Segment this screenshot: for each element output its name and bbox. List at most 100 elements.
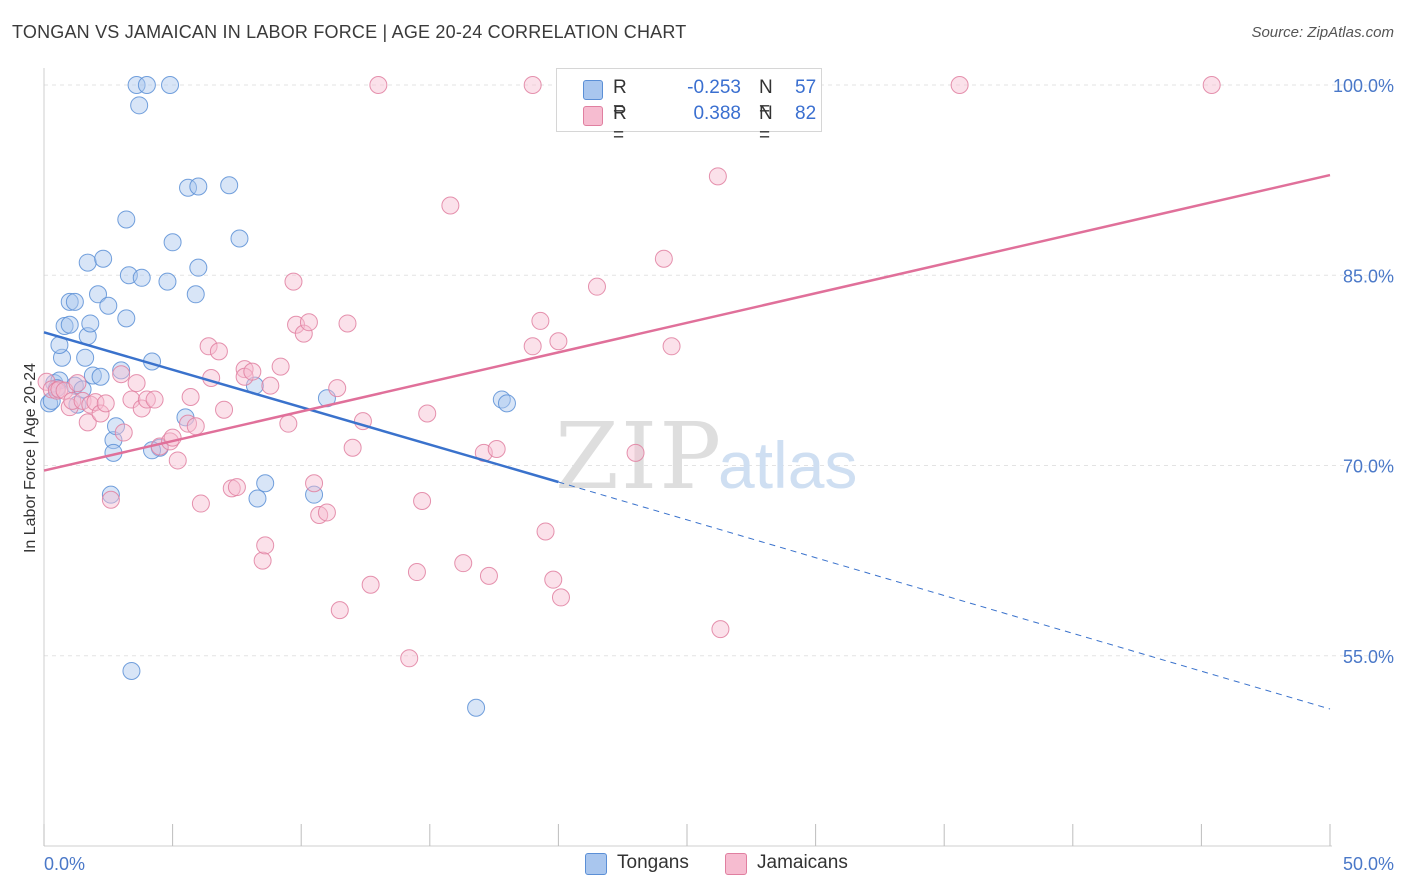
jamaicans-legend-label: Jamaicans (757, 852, 848, 873)
tongan-point (130, 96, 149, 115)
jamaican-point (1202, 76, 1221, 95)
tongan-point (256, 474, 275, 493)
tongan-point (104, 431, 123, 450)
jamaican-point (63, 391, 82, 410)
jamaican-point (523, 76, 542, 95)
legend-item-jamaicans[interactable]: Jamaicans (725, 852, 865, 876)
n-value-jamaicans: 82 (795, 103, 817, 124)
jamaicans-legend-swatch (725, 853, 747, 875)
jamaican-point (531, 311, 550, 330)
y-axis-label: In Labor Force | Age 20-24 (22, 363, 39, 553)
r-value-tongans: -0.253 (687, 77, 741, 98)
tongan-point (189, 258, 208, 277)
jamaican-point (587, 277, 606, 296)
jamaican-point (181, 388, 200, 407)
tongan-point (101, 485, 120, 504)
tongan-point (467, 698, 486, 717)
tongan-point (127, 76, 146, 95)
jamaican-point (654, 249, 673, 268)
tongan-point (122, 661, 141, 680)
tongan-point (230, 229, 249, 248)
chart-source: Source: ZipAtlas.com (1251, 24, 1394, 41)
tongan-point (83, 366, 102, 385)
jamaican-point (279, 414, 298, 433)
tongan-point (94, 249, 113, 268)
jamaican-point (227, 478, 246, 497)
jamaican-point (338, 314, 357, 333)
jamaican-point (407, 563, 426, 582)
jamaican-point (369, 76, 388, 95)
tongan-point (137, 76, 156, 95)
jamaican-point (168, 451, 187, 470)
jamaican-point (418, 404, 437, 423)
axes (43, 68, 1332, 847)
jamaican-point (209, 342, 228, 361)
tongan-point (99, 296, 118, 315)
correlation-legend: R = -0.253 N = 57 R = 0.388 N = 82 (556, 68, 822, 146)
jamaican-point (243, 362, 262, 381)
jamaican-point (626, 443, 645, 462)
jamaican-point (708, 167, 727, 186)
jamaican-point (191, 494, 210, 513)
tongan-point (497, 394, 516, 413)
jamaican-point (361, 575, 380, 594)
x-ticks (43, 824, 1331, 846)
jamaican-point (662, 337, 681, 356)
jamaican-point (284, 272, 303, 291)
jamaican-point (256, 536, 275, 555)
jamaican-point (253, 551, 272, 570)
watermark: ZIP atlas (555, 403, 857, 510)
jamaican-point (454, 554, 473, 573)
jamaican-point (413, 492, 432, 511)
r-label: R = (613, 77, 627, 120)
jamaican-point (271, 357, 290, 376)
tongans-trend-extension (558, 481, 1331, 710)
tongan-point (78, 253, 97, 272)
tongan-point (220, 176, 239, 195)
x-tick-label-max: 50.0% (1343, 854, 1394, 874)
n-label: N = (759, 103, 773, 146)
jamaican-point (950, 76, 969, 95)
tongan-point (189, 177, 208, 196)
y-tick-label: 100.0% (1333, 76, 1394, 96)
jamaican-point (137, 390, 156, 409)
jamaican-point (536, 522, 555, 541)
jamaican-point (186, 417, 205, 436)
jamaican-point (215, 400, 234, 419)
jamaican-point (317, 503, 336, 522)
r-value-jamaicans: 0.388 (693, 103, 741, 124)
jamaican-point (145, 390, 164, 409)
jamaican-point (78, 413, 97, 432)
jamaican-point (305, 474, 324, 493)
tongan-point (65, 292, 84, 311)
tongan-point (60, 292, 79, 311)
tongan-point (161, 76, 180, 95)
n-value-tongans: 57 (795, 77, 817, 98)
tongan-point (107, 417, 126, 436)
jamaican-point (330, 601, 349, 620)
jamaican-point (122, 390, 141, 409)
y-tick-label: 55.0% (1343, 647, 1394, 667)
tongan-point (91, 367, 110, 386)
jamaican-point (81, 395, 100, 414)
jamaican-point (294, 324, 313, 343)
jamaican-point (261, 376, 280, 395)
jamaican-point (400, 649, 419, 668)
y-tick-labels: 55.0% 70.0% 85.0% 100.0% (1333, 76, 1394, 667)
jamaican-point (487, 440, 506, 459)
jamaican-point (479, 566, 498, 585)
jamaican-point (112, 365, 131, 384)
tongan-point (60, 315, 79, 334)
watermark-atlas: atlas (718, 428, 857, 502)
jamaican-point (101, 490, 120, 509)
jamaican-point (551, 588, 570, 607)
trend-lines (43, 173, 1331, 710)
legend-item-tongans[interactable]: Tongans (585, 852, 705, 876)
tongan-point (89, 285, 108, 304)
tongans-legend-swatch (585, 853, 607, 875)
jamaican-point (343, 438, 362, 457)
y-tick-label: 70.0% (1343, 457, 1394, 477)
tongans-legend-label: Tongans (617, 852, 689, 873)
tongan-point (158, 272, 177, 291)
